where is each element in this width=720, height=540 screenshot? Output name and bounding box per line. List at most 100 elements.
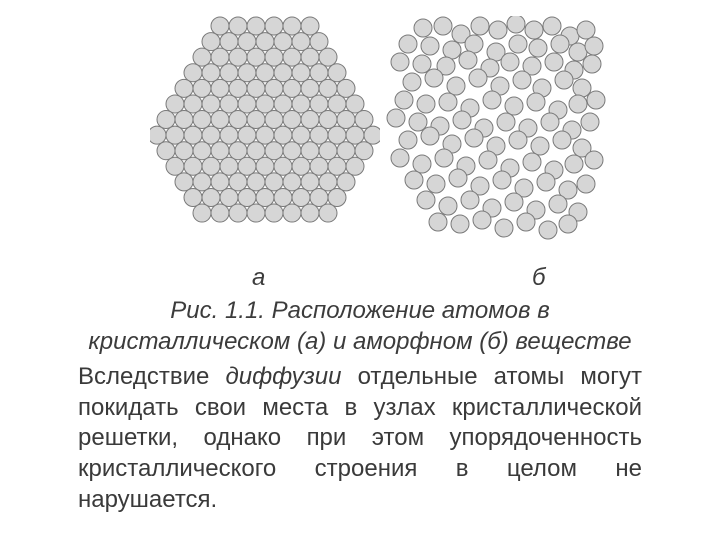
atom-circle [265,17,283,35]
atom-circle [471,17,489,35]
atom-circle [184,95,202,113]
atom-circle [220,188,238,206]
label-a: а [252,264,265,292]
atom-circle [543,17,561,35]
body-emph: диффузии [225,363,341,390]
figure-row [0,16,720,256]
atom-circle [238,95,256,113]
atom-circle [274,157,292,175]
atom-circle [202,126,220,144]
atom-circle [399,131,417,149]
atom-circle [405,171,423,189]
atom-circle [434,17,452,35]
atom-circle [451,215,469,233]
atom-circle [531,137,549,155]
atom-circle [409,113,427,131]
atom-circle [319,173,337,191]
atom-circle [193,173,211,191]
atom-circle [274,126,292,144]
atom-circle [328,95,346,113]
atom-circle [292,157,310,175]
atom-circle [247,17,265,35]
atom-circle [274,95,292,113]
atom-circle [525,21,543,39]
atom-circle [328,157,346,175]
atom-circle [319,79,337,97]
atom-circle [509,131,527,149]
atom-circle [337,79,355,97]
atom-circle [310,188,328,206]
atom-circle [443,41,461,59]
atom-circle [175,79,193,97]
atom-circle [265,142,283,160]
atom-circle [439,197,457,215]
atom-circle [577,175,595,193]
atom-circle [549,195,567,213]
atom-circle [292,64,310,82]
atom-circle [553,131,571,149]
atom-circle [247,204,265,222]
atom-circle [551,35,569,53]
atom-circle [310,126,328,144]
atom-circle [523,153,541,171]
atom-circle [283,17,301,35]
atom-circle [211,79,229,97]
atom-circle [184,188,202,206]
atom-circle [150,126,166,144]
atom-circle [395,91,413,109]
atom-circle [413,155,431,173]
atom-circle [337,173,355,191]
atom-circle [414,19,432,37]
atom-circle [247,111,265,129]
atom-circle [220,126,238,144]
atom-circle [465,35,483,53]
atom-circle [247,173,265,191]
atom-circle [157,111,175,129]
atom-circle [256,157,274,175]
atom-circle [202,64,220,82]
atom-circle [247,142,265,160]
atom-circle [529,39,547,57]
atom-circle [505,193,523,211]
atom-circle [319,142,337,160]
atom-circle [247,79,265,97]
atom-circle [569,43,587,61]
atom-circle [265,111,283,129]
atom-circle [274,188,292,206]
atom-circle [465,129,483,147]
atom-circle [447,77,465,95]
atom-circle [319,204,337,222]
atom-circle [559,215,577,233]
atom-circle [301,79,319,97]
atom-circle [256,188,274,206]
atom-circle [229,79,247,97]
atom-circle [247,48,265,66]
atom-circle [301,204,319,222]
atom-circle [265,173,283,191]
atom-circle [517,213,535,231]
atom-circle [193,48,211,66]
figure-caption: Рис. 1.1. Расположение атомов в кристалл… [78,296,642,357]
atom-circle [229,173,247,191]
atom-circle [587,91,605,109]
atom-circle [283,173,301,191]
atom-circle [527,93,545,111]
atom-circle [256,126,274,144]
atom-circle [328,64,346,82]
amorphous-diagram [378,16,608,246]
atom-circle [184,64,202,82]
atom-circle [328,126,346,144]
atom-circle [493,171,511,189]
atom-circle [211,173,229,191]
atom-circle [545,53,563,71]
atom-circle [166,126,184,144]
body-paragraph: Вследствие диффузии отдельные атомы могу… [78,362,642,516]
atom-circle [238,126,256,144]
atom-circle [417,191,435,209]
atom-circle [193,111,211,129]
atom-circle [193,79,211,97]
atom-circle [211,204,229,222]
atom-circle [569,95,587,113]
atom-circle [495,219,513,237]
atom-circle [256,95,274,113]
